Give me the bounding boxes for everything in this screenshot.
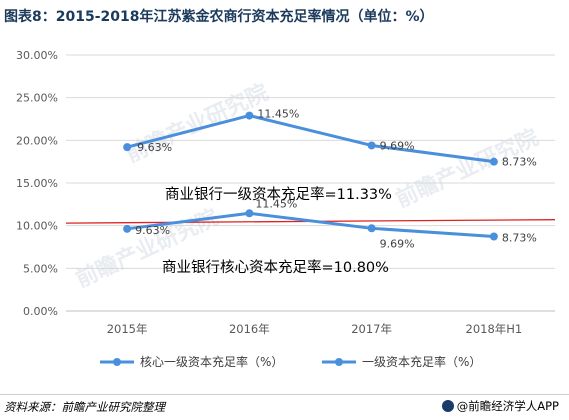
x-tick-label: 2017年 <box>351 322 392 336</box>
legend-marker <box>335 358 343 366</box>
series-line <box>126 211 494 239</box>
series-line <box>126 114 495 164</box>
data-point <box>367 224 376 233</box>
data-label: 11.45% <box>257 108 299 121</box>
y-tick-label: 30.00% <box>16 49 58 62</box>
legend-label: 核心一级资本充足率（%） <box>140 354 283 369</box>
data-point <box>367 141 376 150</box>
y-tick-label: 25.00% <box>16 92 58 105</box>
annotation-tier1: 商业银行一级资本充足率=11.33% <box>165 186 392 203</box>
y-tick-label: 15.00% <box>16 177 58 190</box>
y-tick-label: 10.00% <box>16 220 58 233</box>
x-tick-label: 2015年 <box>107 322 148 336</box>
data-label: 9.69% <box>380 237 415 250</box>
data-point <box>489 232 498 241</box>
legend-label: 一级资本充足率（%） <box>362 354 481 369</box>
data-label: 9.63% <box>135 224 170 237</box>
brand-credit: @前瞻经济学人APP <box>441 398 559 414</box>
data-label: 9.69% <box>380 139 415 152</box>
data-label: 11.45% <box>255 197 297 210</box>
data-label: 8.73% <box>502 232 537 245</box>
x-tick-label: 2016年 <box>229 322 270 336</box>
data-point <box>245 111 254 120</box>
data-point <box>123 224 132 233</box>
legend-marker <box>113 358 121 366</box>
brand-label: @前瞻经济学人APP <box>456 399 559 413</box>
watermark-text: 前瞻产业研究院 <box>122 79 273 168</box>
footer-divider <box>0 394 569 395</box>
source-note: 资料来源：前瞻产业研究院整理 <box>4 400 165 414</box>
annotation-core: 商业银行核心资本充足率=10.80% <box>162 259 389 276</box>
data-label: 8.73% <box>502 156 537 169</box>
x-tick-label: 2018年H1 <box>466 322 523 336</box>
y-tick-label: 0.00% <box>23 305 58 318</box>
data-label: 9.63% <box>137 141 172 154</box>
data-point <box>123 143 132 152</box>
data-point <box>245 209 254 218</box>
watermark-text: 前瞻产业研究院 <box>72 204 223 293</box>
brand-logo-icon <box>441 400 454 412</box>
y-tick-label: 5.00% <box>23 262 58 275</box>
data-point <box>489 157 498 166</box>
page-title: 图表8：2015-2018年江苏紫金农商行资本充足率情况（单位：%） <box>4 9 434 25</box>
y-tick-label: 20.00% <box>16 134 58 147</box>
